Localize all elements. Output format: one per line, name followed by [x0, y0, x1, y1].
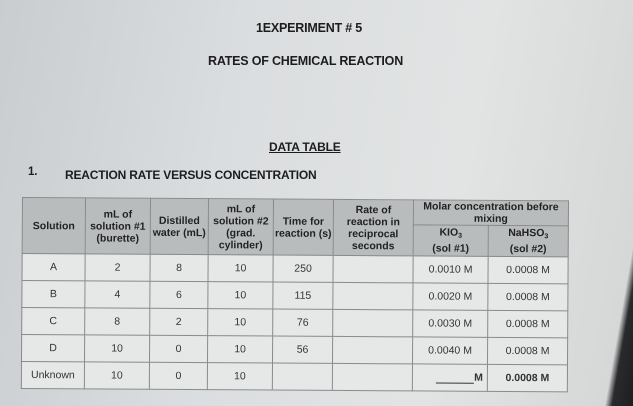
cell-water: 8: [149, 254, 209, 282]
cell-water: 6: [149, 281, 208, 309]
experiment-heading: 1EXPERIMENT # 5: [256, 21, 363, 35]
cell-kio3: 0.0010 M: [412, 255, 489, 284]
table-row: C 8 2 10 76 0.0030 M 0.0008 M: [21, 307, 568, 338]
cell-rate: [332, 282, 413, 310]
header-solution: Solution: [22, 197, 86, 254]
cell-ml1: 10: [84, 361, 150, 390]
cell-nahso3: 0.0008 M: [487, 283, 568, 311]
data-table-label: DATA TABLE: [269, 140, 341, 154]
table-row: D 10 0 10 56 0.0040 M 0.0008 M: [21, 334, 568, 365]
table-row: A 2 8 10 250 0.0010 M 0.0008 M: [21, 253, 569, 284]
header-ml-solution-1: mL of solution #1 (burette): [85, 197, 151, 255]
header-time: Time for reaction (s): [273, 199, 334, 256]
cell-ml2: 10: [207, 335, 273, 364]
cell-solution: C: [21, 307, 85, 335]
cell-nahso3: 0.0008 M: [487, 256, 569, 284]
cell-solution: Unknown: [21, 361, 85, 389]
cell-solution: B: [21, 280, 85, 308]
cell-ml2: 10: [207, 281, 273, 310]
document-title: RATES OF CHEMICAL REACTION: [208, 54, 404, 68]
cell-time: 76: [272, 309, 333, 337]
cell-kio3: M: [412, 363, 488, 392]
cell-time: 115: [272, 282, 333, 310]
cell-time: 56: [272, 336, 333, 364]
table-row: Unknown 10 0 10 M 0.0008 M: [21, 361, 568, 392]
header-nahso3: NaHSO3 (sol #2): [488, 225, 569, 257]
cell-rate: [332, 309, 413, 337]
cell-solution: A: [21, 253, 86, 281]
cell-rate: [332, 255, 414, 283]
cell-nahso3: 0.0008 M: [487, 364, 568, 392]
cell-rate: [332, 336, 413, 364]
cell-kio3: 0.0040 M: [412, 336, 488, 365]
cell-kio3: 0.0020 M: [412, 282, 488, 311]
data-table: Solution mL of solution #1 (burette) Dis…: [20, 197, 570, 393]
cell-nahso3: 0.0008 M: [487, 337, 568, 365]
header-kio3: KIO3 (sol #1): [413, 224, 489, 257]
section-title: REACTION RATE VERSUS CONCENTRATION: [65, 168, 317, 182]
cell-water: 0: [149, 335, 208, 363]
cell-water: 2: [149, 308, 208, 336]
cell-ml2: 10: [207, 254, 274, 283]
cell-ml1: 2: [84, 253, 151, 282]
header-ml-solution-2: mL of solution #2 (grad. cylinder): [208, 198, 274, 256]
cell-ml2: 10: [207, 362, 273, 391]
cell-ml1: 4: [84, 280, 150, 309]
cell-ml1: 10: [84, 334, 150, 363]
cell-ml1: 8: [84, 307, 150, 336]
cell-nahso3: 0.0008 M: [487, 310, 568, 338]
cell-ml2: 10: [207, 308, 273, 337]
cell-rate: [332, 363, 413, 391]
cell-water: 0: [149, 362, 208, 390]
cell-time: 250: [272, 255, 334, 283]
cell-kio3: 0.0030 M: [412, 309, 488, 338]
cell-solution: D: [21, 334, 85, 362]
table-row: B 4 6 10 115 0.0020 M 0.0008 M: [21, 280, 568, 311]
blank-line[interactable]: [436, 372, 475, 384]
section-number: 1.: [28, 166, 38, 178]
cell-time: [272, 363, 333, 391]
header-molar-concentration: Molar concentration before mixing: [413, 199, 569, 226]
header-rate: Rate of reaction in reciprocal seconds: [333, 199, 414, 256]
header-distilled-water: Distilled water (mL): [150, 198, 209, 255]
